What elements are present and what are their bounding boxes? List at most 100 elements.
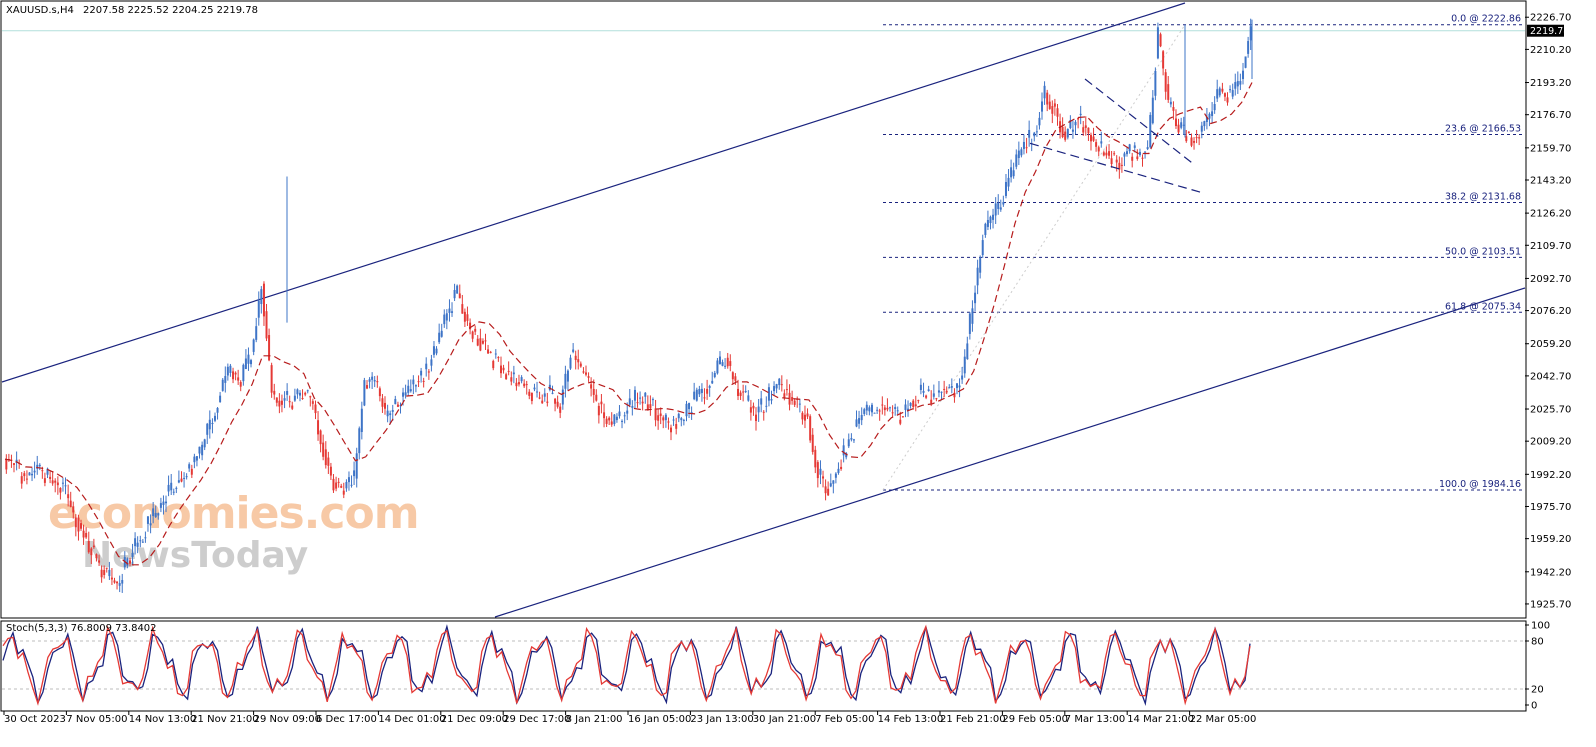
candle-body [711, 380, 714, 384]
candle-body [74, 517, 77, 528]
candle-body [1242, 70, 1245, 80]
candle-body [930, 399, 933, 404]
watermark: economies.com NewsToday [48, 488, 420, 576]
candle-body [422, 380, 425, 382]
candle-body [651, 399, 654, 401]
candle-body [234, 372, 237, 375]
candle-body [793, 400, 796, 405]
candle-body [716, 360, 719, 374]
candle-body [1172, 107, 1175, 111]
candle-body [1053, 103, 1056, 107]
price-tick-label: 2059.20 [1530, 339, 1571, 350]
candle-body [175, 487, 178, 489]
candle-body [641, 401, 644, 404]
candle-body [1221, 88, 1224, 92]
candle-body [538, 397, 541, 399]
price-tick-label: 2126.20 [1530, 209, 1571, 220]
candle-body [103, 569, 106, 575]
candle-body [600, 401, 603, 405]
candle-body [595, 394, 598, 401]
candle-body [198, 446, 201, 454]
candle-body [23, 473, 26, 477]
candle-body [734, 376, 737, 381]
candle-body [749, 407, 752, 413]
candle-body [639, 397, 642, 399]
candle-body [871, 404, 874, 413]
candle-body [134, 538, 137, 547]
candle-body [141, 541, 144, 543]
candle-body [1064, 131, 1067, 140]
candle-body [167, 484, 170, 492]
stochastic-oscillator: 100 80 20 0 [2, 621, 1550, 712]
candle-body [1033, 132, 1036, 137]
candle-body [914, 404, 917, 407]
candle-body [255, 326, 258, 340]
candle-body [672, 419, 675, 421]
price-tick-label: 2042.70 [1530, 371, 1571, 382]
candle-body [881, 404, 884, 406]
candle-body [389, 413, 392, 416]
candle-body [260, 289, 263, 305]
candle-body [559, 406, 562, 413]
candle-body [992, 214, 995, 220]
candle-body [1151, 97, 1154, 124]
candle-body [208, 419, 211, 430]
candle-body [1169, 101, 1172, 105]
candle-body [801, 412, 804, 420]
symbol-header: XAUUSD.s,H4 2207.58 2225.52 2204.25 2219… [6, 5, 258, 16]
candle-body [883, 407, 886, 411]
candle-body [1249, 26, 1252, 41]
candle-body [412, 379, 415, 385]
candle-body [337, 481, 340, 483]
candle-body [183, 477, 186, 479]
candle-body [1146, 147, 1149, 150]
candle-body [984, 223, 987, 235]
candle-body [409, 389, 412, 392]
candle-body [533, 387, 536, 390]
candle-body [780, 384, 783, 386]
candle-body [77, 517, 80, 532]
candle-body [451, 311, 454, 313]
candle-body [1234, 82, 1237, 89]
candle-body [515, 382, 518, 387]
candle-body [314, 404, 317, 414]
candle-body [989, 216, 992, 224]
candle-body [402, 392, 405, 397]
fib-level-label: 50.0 @ 2103.51 [1445, 246, 1521, 257]
candle-body [366, 385, 369, 389]
candle-body [873, 412, 876, 414]
candle-body [1056, 108, 1059, 117]
candle-body [1180, 122, 1183, 128]
candle-body [327, 457, 330, 466]
candle-body [840, 466, 843, 470]
candle-body [270, 365, 273, 393]
candle-body [250, 360, 253, 365]
candle-body [1205, 116, 1208, 122]
candle-body [605, 418, 608, 424]
candle-body [278, 400, 281, 407]
candle-body [92, 545, 95, 548]
stoch-line [2, 624, 1251, 706]
candle-body [886, 407, 889, 410]
candle-body [100, 569, 103, 578]
candle-body [298, 392, 301, 396]
time-tick-label: 29 Nov 09:00 [254, 714, 321, 725]
candle-body [1022, 141, 1025, 149]
candle-body [136, 542, 139, 547]
candle-body [1108, 151, 1111, 156]
candle-body [858, 418, 861, 424]
candle-body [850, 438, 853, 440]
candle-body [636, 402, 639, 404]
candle-body [1020, 149, 1023, 156]
candle-body [363, 380, 366, 406]
candle-body [445, 313, 448, 321]
candle-body [1174, 118, 1177, 127]
candle-body [690, 412, 693, 414]
candle-body [113, 580, 116, 583]
candle-body [317, 420, 320, 435]
time-tick-label: 30 Oct 2023 [4, 714, 66, 725]
candle-body [785, 389, 788, 391]
candle-body [981, 240, 984, 256]
